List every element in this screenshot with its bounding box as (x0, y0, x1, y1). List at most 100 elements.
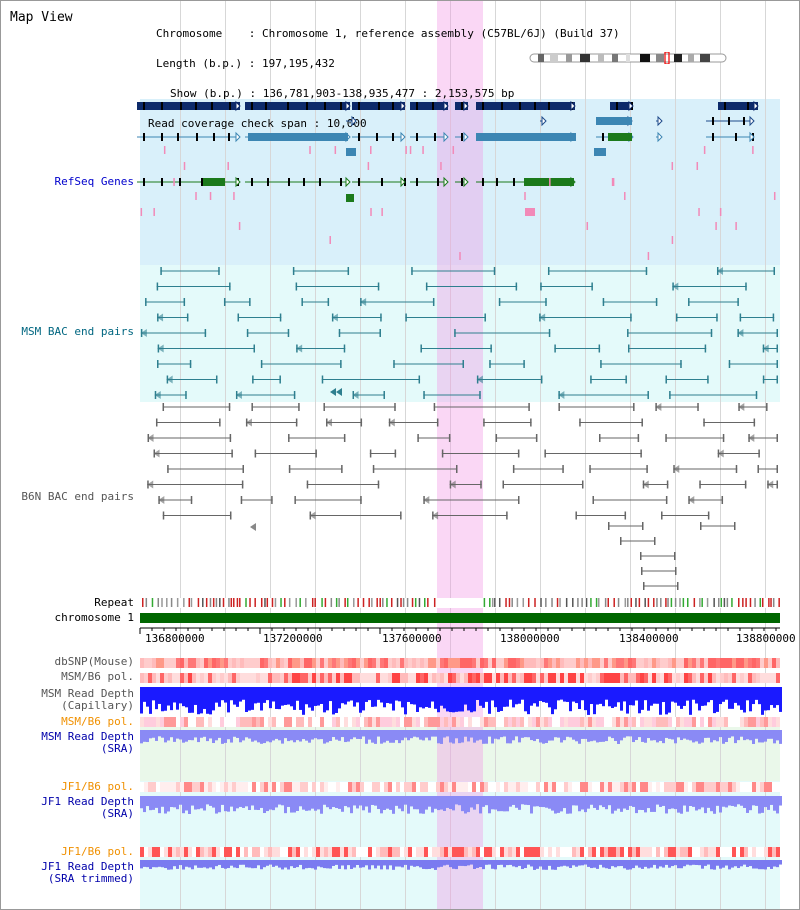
track-label-repeat[interactable]: Repeat (94, 596, 134, 609)
chromosome-ideogram[interactable] (528, 52, 730, 64)
depth-bar (713, 687, 716, 714)
depth-bar (713, 796, 716, 814)
track-label-msm-depth-cap[interactable]: MSM Read Depth (Capillary) (41, 688, 134, 712)
heat-cell (632, 658, 636, 668)
depth-bar (491, 687, 494, 701)
repeat-mark (534, 598, 536, 607)
bac-end (624, 511, 627, 520)
heat-cell (544, 658, 548, 668)
depth-bar (509, 796, 512, 807)
heat-cell (336, 658, 340, 668)
selected-region-highlight[interactable] (437, 0, 483, 910)
depth-bar (242, 730, 245, 741)
track-label-jf1-depth-sra[interactable]: JF1 Read Depth (SRA) (41, 796, 134, 820)
heat-cell (656, 717, 660, 727)
bac-end (279, 313, 282, 322)
heat-cell (752, 782, 756, 792)
depth-bar (314, 796, 317, 811)
heat-cell (620, 717, 624, 727)
bac-end (707, 511, 710, 520)
exon-mark (251, 102, 253, 110)
heat-cell (280, 673, 284, 683)
depth-bar (758, 860, 761, 870)
repeat-mark (607, 598, 610, 607)
heat-cell (184, 717, 188, 727)
depth-bar (263, 796, 266, 814)
depth-bar (353, 687, 356, 707)
track-label-dbsnp[interactable]: dbSNP(Mouse) (54, 655, 134, 668)
heat-cell (724, 717, 728, 727)
bac-end (758, 449, 760, 458)
depth-bar (752, 860, 755, 869)
depth-bar (656, 796, 659, 805)
heat-cell (464, 673, 468, 683)
heat-cell (768, 673, 772, 683)
heat-cell (252, 658, 256, 668)
track-label-chromosome[interactable]: chromosome 1 (54, 611, 134, 624)
track-label-b6n-bac[interactable]: B6N BAC end pairs (21, 490, 134, 503)
depth-bar (491, 796, 494, 810)
track-label-jf1-depth-trim[interactable]: JF1 Read Depth (SRA trimmed) (41, 861, 134, 885)
depth-bar (383, 860, 386, 866)
heat-cell (640, 673, 644, 683)
track-label-msm-b6-pol-2[interactable]: MSM/B6 pol. (61, 715, 134, 728)
repeat-mark (228, 598, 230, 607)
heat-cell (248, 717, 252, 727)
heat-cell (512, 673, 516, 683)
heat-cell (252, 782, 256, 792)
heat-cell (284, 847, 288, 857)
depth-bar (716, 796, 719, 806)
track-label-msm-depth-sra[interactable]: MSM Read Depth (SRA) (41, 731, 134, 755)
heat-cell (712, 673, 716, 683)
track-label-jf1-b6-pol[interactable]: JF1/B6 pol. (61, 780, 134, 793)
bac-end (162, 403, 165, 411)
heat-cell (252, 717, 256, 727)
depth-bar (668, 796, 671, 810)
depth-bar (641, 860, 644, 869)
depth-bar (770, 730, 773, 739)
track-label-jf1-b6-pol-2[interactable]: JF1/B6 pol. (61, 845, 134, 858)
bac-end (301, 298, 303, 306)
track-label-refseq[interactable]: RefSeq Genes (54, 175, 134, 188)
heat-cell (160, 847, 164, 857)
depth-bar (728, 687, 731, 709)
heat-cell (192, 782, 196, 792)
depth-bar (212, 796, 215, 808)
depth-bar (392, 730, 395, 743)
depth-bar (158, 687, 161, 704)
heat-cell (772, 847, 776, 857)
heat-cell (208, 782, 212, 792)
depth-bar (659, 730, 662, 741)
repeat-mark (346, 598, 349, 607)
depth-bar (146, 687, 149, 707)
depth-bar (398, 730, 401, 744)
depth-bar (380, 687, 383, 703)
repeat-mark (233, 598, 235, 607)
bac-end (721, 496, 724, 504)
heat-cell (700, 658, 704, 668)
heat-cell (764, 782, 768, 792)
track-label-msm-bac[interactable]: MSM BAC end pairs (21, 325, 134, 338)
heat-cell (348, 847, 352, 857)
depth-bar (461, 730, 464, 743)
track-label-msm-b6-pol[interactable]: MSM/B6 pol. (61, 670, 134, 683)
depth-bar (614, 687, 617, 707)
depth-bar (317, 730, 320, 740)
heat-cell (140, 673, 144, 683)
repeat-mark (344, 598, 346, 607)
heat-cell (408, 782, 412, 792)
heat-cell (540, 847, 544, 857)
bac-end (186, 313, 189, 322)
depth-bar (698, 796, 701, 810)
depth-bar (362, 796, 365, 811)
depth-bar (731, 687, 734, 709)
repeat-mark (353, 598, 355, 607)
depth-bar (596, 796, 599, 810)
grid-line (675, 0, 676, 910)
depth-bar (518, 730, 521, 743)
repeat-mark (142, 598, 144, 607)
depth-bar (296, 796, 299, 811)
heat-cell (776, 717, 780, 727)
depth-bar (224, 730, 227, 743)
